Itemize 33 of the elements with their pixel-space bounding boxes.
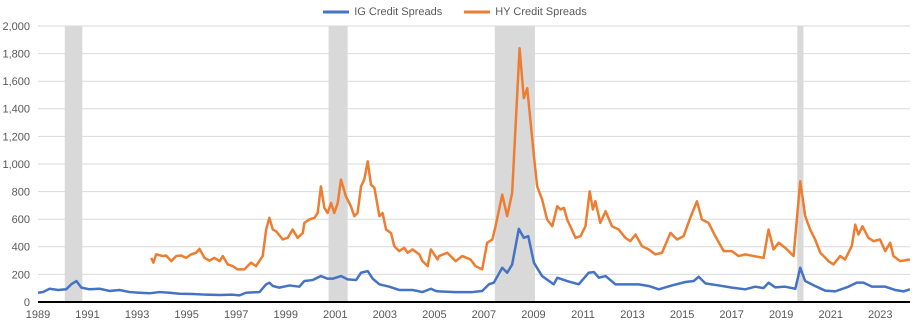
y-tick-label: 800 (12, 186, 30, 199)
y-tick-label: 2,000 (2, 20, 30, 33)
y-tick-label: 0 (24, 296, 30, 309)
y-tick-label: 1,600 (2, 76, 30, 88)
x-tick-label: 2001 (323, 308, 348, 321)
y-tick-label: 200 (12, 269, 30, 282)
x-tick-label: 2019 (768, 308, 794, 321)
y-tick-label: 1,200 (2, 131, 30, 144)
x-tick-label: 2007 (472, 308, 496, 321)
x-tick-label: 2017 (719, 308, 744, 321)
line-series (38, 228, 910, 297)
x-tick-label: 2021 (818, 308, 843, 321)
x-tick-label: 1999 (273, 308, 298, 321)
x-tick-label: 2009 (521, 308, 546, 321)
line-series (150, 46, 910, 271)
x-tick-label: 2013 (620, 308, 645, 321)
x-tick-label: 2015 (670, 308, 694, 321)
x-tick-label: 1991 (75, 308, 100, 321)
x-tick-label: 1997 (224, 308, 248, 321)
y-tick-label: 400 (12, 242, 30, 254)
x-tick-label: 2011 (571, 308, 595, 321)
y-tick-label: 1,000 (2, 158, 30, 171)
legend-label: HY Credit Spreads (495, 6, 587, 18)
y-tick-label: 1,400 (2, 104, 30, 116)
y-tick-label: 600 (12, 214, 30, 226)
x-tick-label: 2005 (422, 308, 447, 321)
x-tick-label: 1995 (174, 308, 199, 321)
x-tick-label: 2023 (868, 308, 893, 321)
x-tick-label: 1989 (26, 308, 50, 321)
legend-label: IG Credit Spreads (354, 6, 442, 18)
y-tick-label: 1,800 (2, 48, 30, 61)
x-tick-label: 2003 (372, 308, 398, 321)
x-tick-label: 1993 (124, 308, 150, 321)
